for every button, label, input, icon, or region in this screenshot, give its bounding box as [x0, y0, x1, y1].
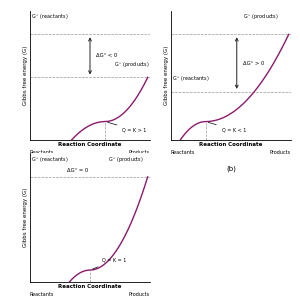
- X-axis label: Reaction Coordinate: Reaction Coordinate: [58, 142, 122, 147]
- Text: G$^\circ$ (products): G$^\circ$ (products): [114, 61, 150, 70]
- Text: ΔG° = 0: ΔG° = 0: [67, 168, 88, 173]
- Text: (a): (a): [85, 165, 95, 172]
- Text: Products: Products: [129, 150, 150, 155]
- Text: G$^\circ$ (products): G$^\circ$ (products): [243, 13, 279, 22]
- Text: Reactants: Reactants: [30, 150, 54, 155]
- Text: Products: Products: [129, 292, 150, 297]
- Text: G$^\circ$ (products): G$^\circ$ (products): [108, 155, 144, 165]
- Text: G$^\circ$ (reactants): G$^\circ$ (reactants): [172, 75, 210, 84]
- Y-axis label: Gibbs free energy (G): Gibbs free energy (G): [164, 45, 169, 105]
- Text: Q = K < 1: Q = K < 1: [208, 122, 246, 132]
- Y-axis label: Gibbs free energy (G): Gibbs free energy (G): [23, 188, 28, 247]
- Text: G$^\circ$ (reactants): G$^\circ$ (reactants): [31, 155, 69, 165]
- X-axis label: Reaction Coordinate: Reaction Coordinate: [58, 284, 122, 289]
- Text: Products: Products: [270, 150, 291, 155]
- Text: Reactants: Reactants: [30, 292, 54, 297]
- Text: Q = K > 1: Q = K > 1: [108, 122, 147, 132]
- Text: G$^\circ$ (reactants): G$^\circ$ (reactants): [31, 13, 69, 22]
- Text: Reactants: Reactants: [171, 150, 195, 155]
- Y-axis label: Gibbs free energy (G): Gibbs free energy (G): [23, 45, 28, 105]
- Text: Q = K = 1: Q = K = 1: [93, 258, 126, 269]
- Text: ΔG° > 0: ΔG° > 0: [242, 61, 264, 66]
- Text: ΔG° < 0: ΔG° < 0: [96, 53, 117, 58]
- Text: (b): (b): [226, 165, 236, 172]
- X-axis label: Reaction Coordinate: Reaction Coordinate: [199, 142, 263, 147]
